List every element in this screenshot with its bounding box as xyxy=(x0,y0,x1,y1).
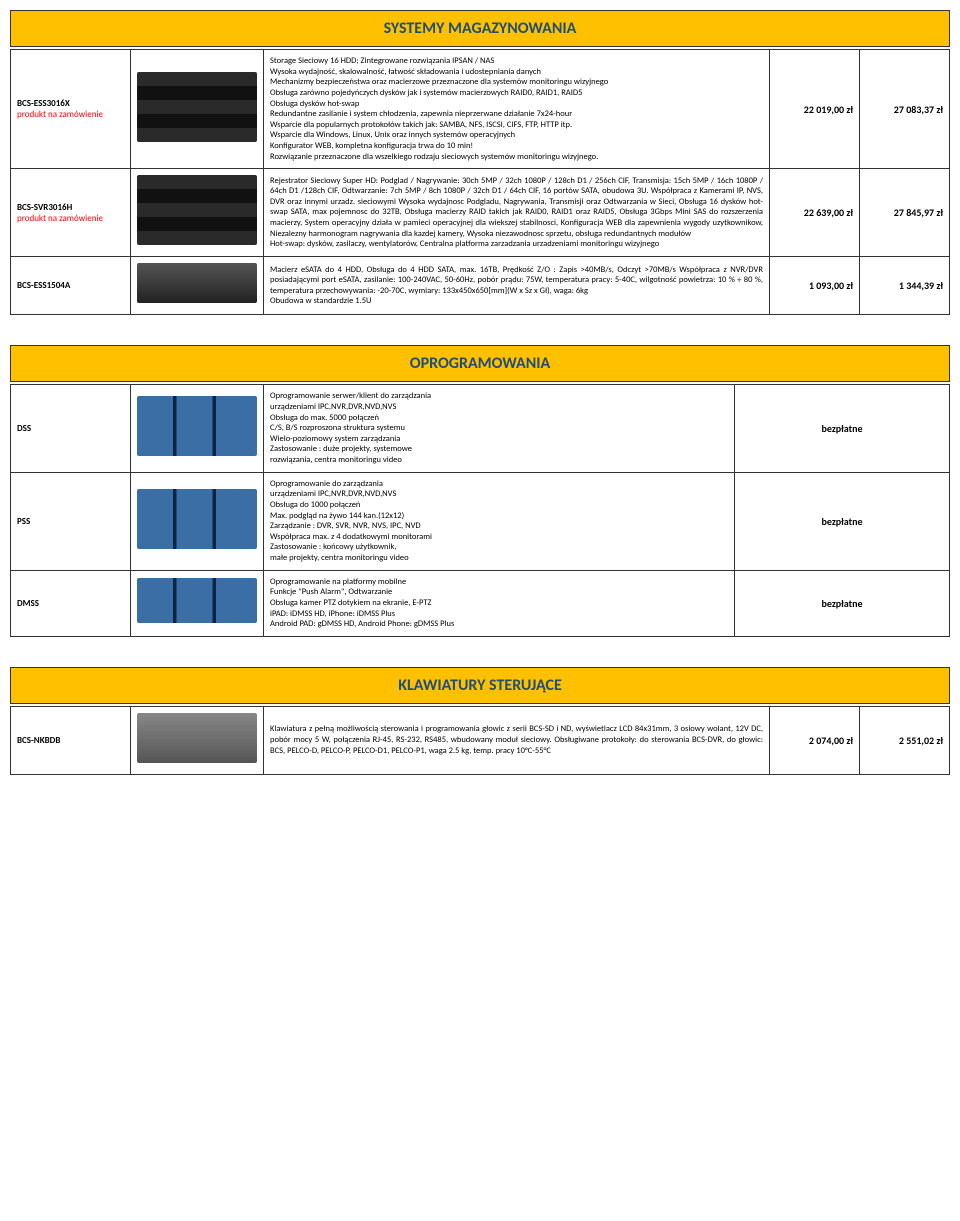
image-cell xyxy=(131,50,264,169)
sku-note: produkt na zamówienie xyxy=(17,109,103,120)
desc-cell: Storage Sieciowy 16 HDD; Zintegrowane ro… xyxy=(264,50,770,169)
section-software-header: OPROGRAMOWANIA xyxy=(10,345,950,382)
table-row: DMSS Oprogramowanie na platformy mobilne… xyxy=(11,570,950,636)
price2: 1 344,39 zł xyxy=(860,257,950,315)
sku-cell: DSS xyxy=(11,385,131,472)
table-row: BCS-ESS1504A Macierz eSATA do 4 HDD, Obs… xyxy=(11,257,950,315)
section-keyboards-header: KLAWIATURY STERUJĄCE xyxy=(10,667,950,704)
sku: BCS-NKBDB xyxy=(17,735,60,746)
sku-cell: BCS-SVR3016H produkt na zamówienie xyxy=(11,169,131,257)
image-cell xyxy=(131,385,264,472)
product-image xyxy=(137,713,257,763)
sku: DSS xyxy=(17,423,31,434)
price2: 27 083,37 zł xyxy=(860,50,950,169)
sku-cell: PSS xyxy=(11,472,131,570)
table-row: BCS-NKBDB Klawiatura z pełną możliwością… xyxy=(11,706,950,774)
image-cell xyxy=(131,169,264,257)
desc-cell: Oprogramowanie na platformy mobilne Funk… xyxy=(264,570,735,636)
product-image xyxy=(137,72,257,142)
desc-cell: Klawiatura z pełną możliwością sterowani… xyxy=(264,706,770,774)
image-cell xyxy=(131,257,264,315)
price2: 2 551,02 zł xyxy=(860,706,950,774)
product-image xyxy=(137,175,257,245)
product-image xyxy=(137,396,257,456)
price-free: bezpłatne xyxy=(735,570,950,636)
table-row: PSS Oprogramowanie do zarządzania urządz… xyxy=(11,472,950,570)
desc-cell: Oprogramowanie do zarządzania urządzenia… xyxy=(264,472,735,570)
product-image xyxy=(137,263,257,303)
price-free: bezpłatne xyxy=(735,385,950,472)
sku-cell: DMSS xyxy=(11,570,131,636)
image-cell xyxy=(131,472,264,570)
product-image xyxy=(137,578,257,623)
table-row: BCS-ESS3016X produkt na zamówienie Stora… xyxy=(11,50,950,169)
sku-cell: BCS-ESS1504A xyxy=(11,257,131,315)
section-storage-header: SYSTEMY MAGAZYNOWANIA xyxy=(10,10,950,47)
sku-note: produkt na zamówienie xyxy=(17,213,103,224)
price-free: bezpłatne xyxy=(735,472,950,570)
sku-cell: BCS-ESS3016X produkt na zamówienie xyxy=(11,50,131,169)
sku-cell: BCS-NKBDB xyxy=(11,706,131,774)
software-table: DSS Oprogramowanie serwer/klient do zarz… xyxy=(10,384,950,637)
sku: BCS-SVR3016H xyxy=(17,202,72,213)
sku: BCS-ESS1504A xyxy=(17,280,70,291)
price1: 2 074,00 zł xyxy=(770,706,860,774)
table-row: BCS-SVR3016H produkt na zamówienie Rejes… xyxy=(11,169,950,257)
price1: 22 639,00 zł xyxy=(770,169,860,257)
table-row: DSS Oprogramowanie serwer/klient do zarz… xyxy=(11,385,950,472)
price1: 22 019,00 zł xyxy=(770,50,860,169)
price1: 1 093,00 zł xyxy=(770,257,860,315)
desc-cell: Macierz eSATA do 4 HDD, Obsługa do 4 HDD… xyxy=(264,257,770,315)
keyboards-table: BCS-NKBDB Klawiatura z pełną możliwością… xyxy=(10,706,950,775)
storage-table: BCS-ESS3016X produkt na zamówienie Stora… xyxy=(10,49,950,315)
price2: 27 845,97 zł xyxy=(860,169,950,257)
product-image xyxy=(137,489,257,549)
sku: BCS-ESS3016X xyxy=(17,98,70,109)
desc-cell: Oprogramowanie serwer/klient do zarządza… xyxy=(264,385,735,472)
desc-cell: Rejestrator Sieciowy Super HD: Podglad /… xyxy=(264,169,770,257)
sku: PSS xyxy=(17,516,30,527)
image-cell xyxy=(131,706,264,774)
image-cell xyxy=(131,570,264,636)
sku: DMSS xyxy=(17,598,39,609)
